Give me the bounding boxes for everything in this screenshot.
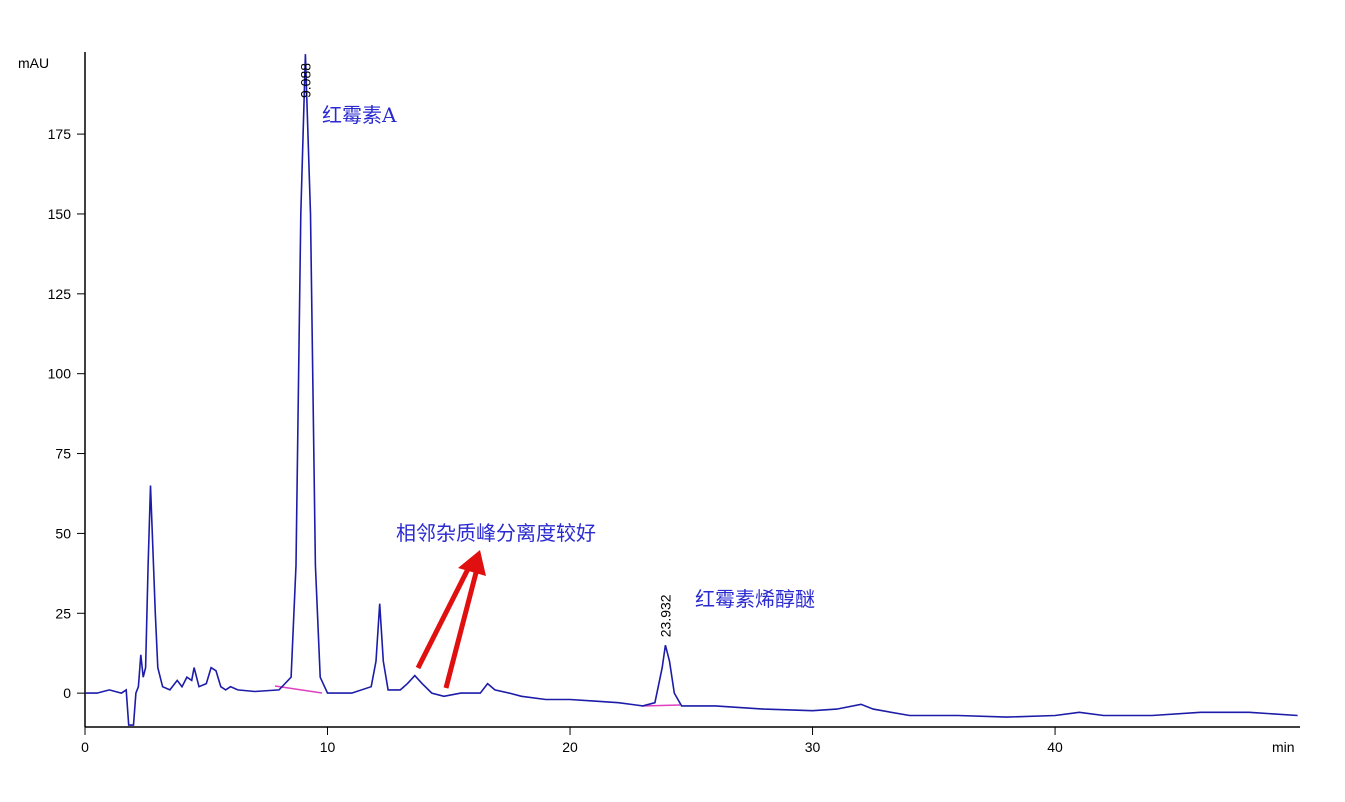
peak-label: 23.932 <box>657 594 673 637</box>
x-tick-label: 20 <box>562 739 578 755</box>
y-tick-label: 125 <box>48 286 72 302</box>
y-tick-label: 25 <box>55 605 71 621</box>
y-tick-label: 75 <box>55 446 71 462</box>
x-tick-label: 10 <box>320 739 336 755</box>
x-tick-label: 0 <box>81 739 89 755</box>
baseline <box>274 685 323 694</box>
peak-label: 9.088 <box>297 63 313 98</box>
x-axis-label: min <box>1272 739 1295 755</box>
y-tick-label: 150 <box>48 206 72 222</box>
annotation: 红霉素A <box>322 103 397 127</box>
y-axis-label: mAU <box>18 55 49 71</box>
x-tick-label: 40 <box>1047 739 1063 755</box>
y-tick-label: 175 <box>48 126 72 142</box>
arrows <box>415 550 486 689</box>
y-tick-label: 0 <box>63 685 71 701</box>
y-tick-label: 50 <box>55 525 71 541</box>
x-tick-label: 30 <box>805 739 821 755</box>
annotation: 相邻杂质峰分离度较好 <box>396 521 596 545</box>
annotation: 红霉素烯醇醚 <box>695 587 815 611</box>
trace <box>85 54 1298 726</box>
y-tick-label: 100 <box>48 366 72 382</box>
baseline <box>641 704 681 707</box>
